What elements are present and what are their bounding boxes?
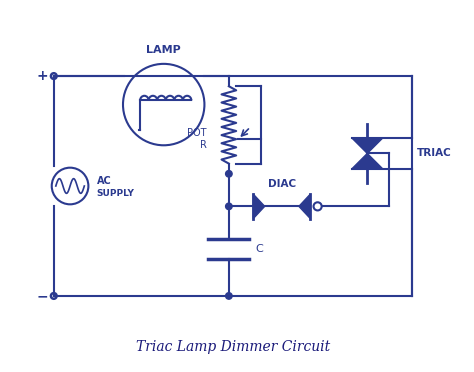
Polygon shape (299, 194, 310, 219)
Text: AC: AC (97, 176, 111, 186)
Circle shape (226, 293, 232, 299)
Text: −: − (36, 289, 48, 303)
Text: LAMP: LAMP (146, 45, 181, 55)
Text: DIAC: DIAC (268, 179, 296, 189)
Text: POT: POT (187, 128, 207, 138)
Text: SUPPLY: SUPPLY (97, 189, 135, 198)
Polygon shape (253, 194, 264, 219)
Circle shape (226, 170, 232, 177)
Text: TRIAC: TRIAC (417, 148, 452, 158)
Text: Triac Lamp Dimmer Circuit: Triac Lamp Dimmer Circuit (136, 340, 330, 354)
Circle shape (226, 203, 232, 209)
Polygon shape (352, 138, 383, 153)
Text: +: + (36, 69, 48, 83)
Text: C: C (255, 244, 263, 254)
Polygon shape (352, 153, 383, 169)
Text: R: R (200, 140, 207, 150)
